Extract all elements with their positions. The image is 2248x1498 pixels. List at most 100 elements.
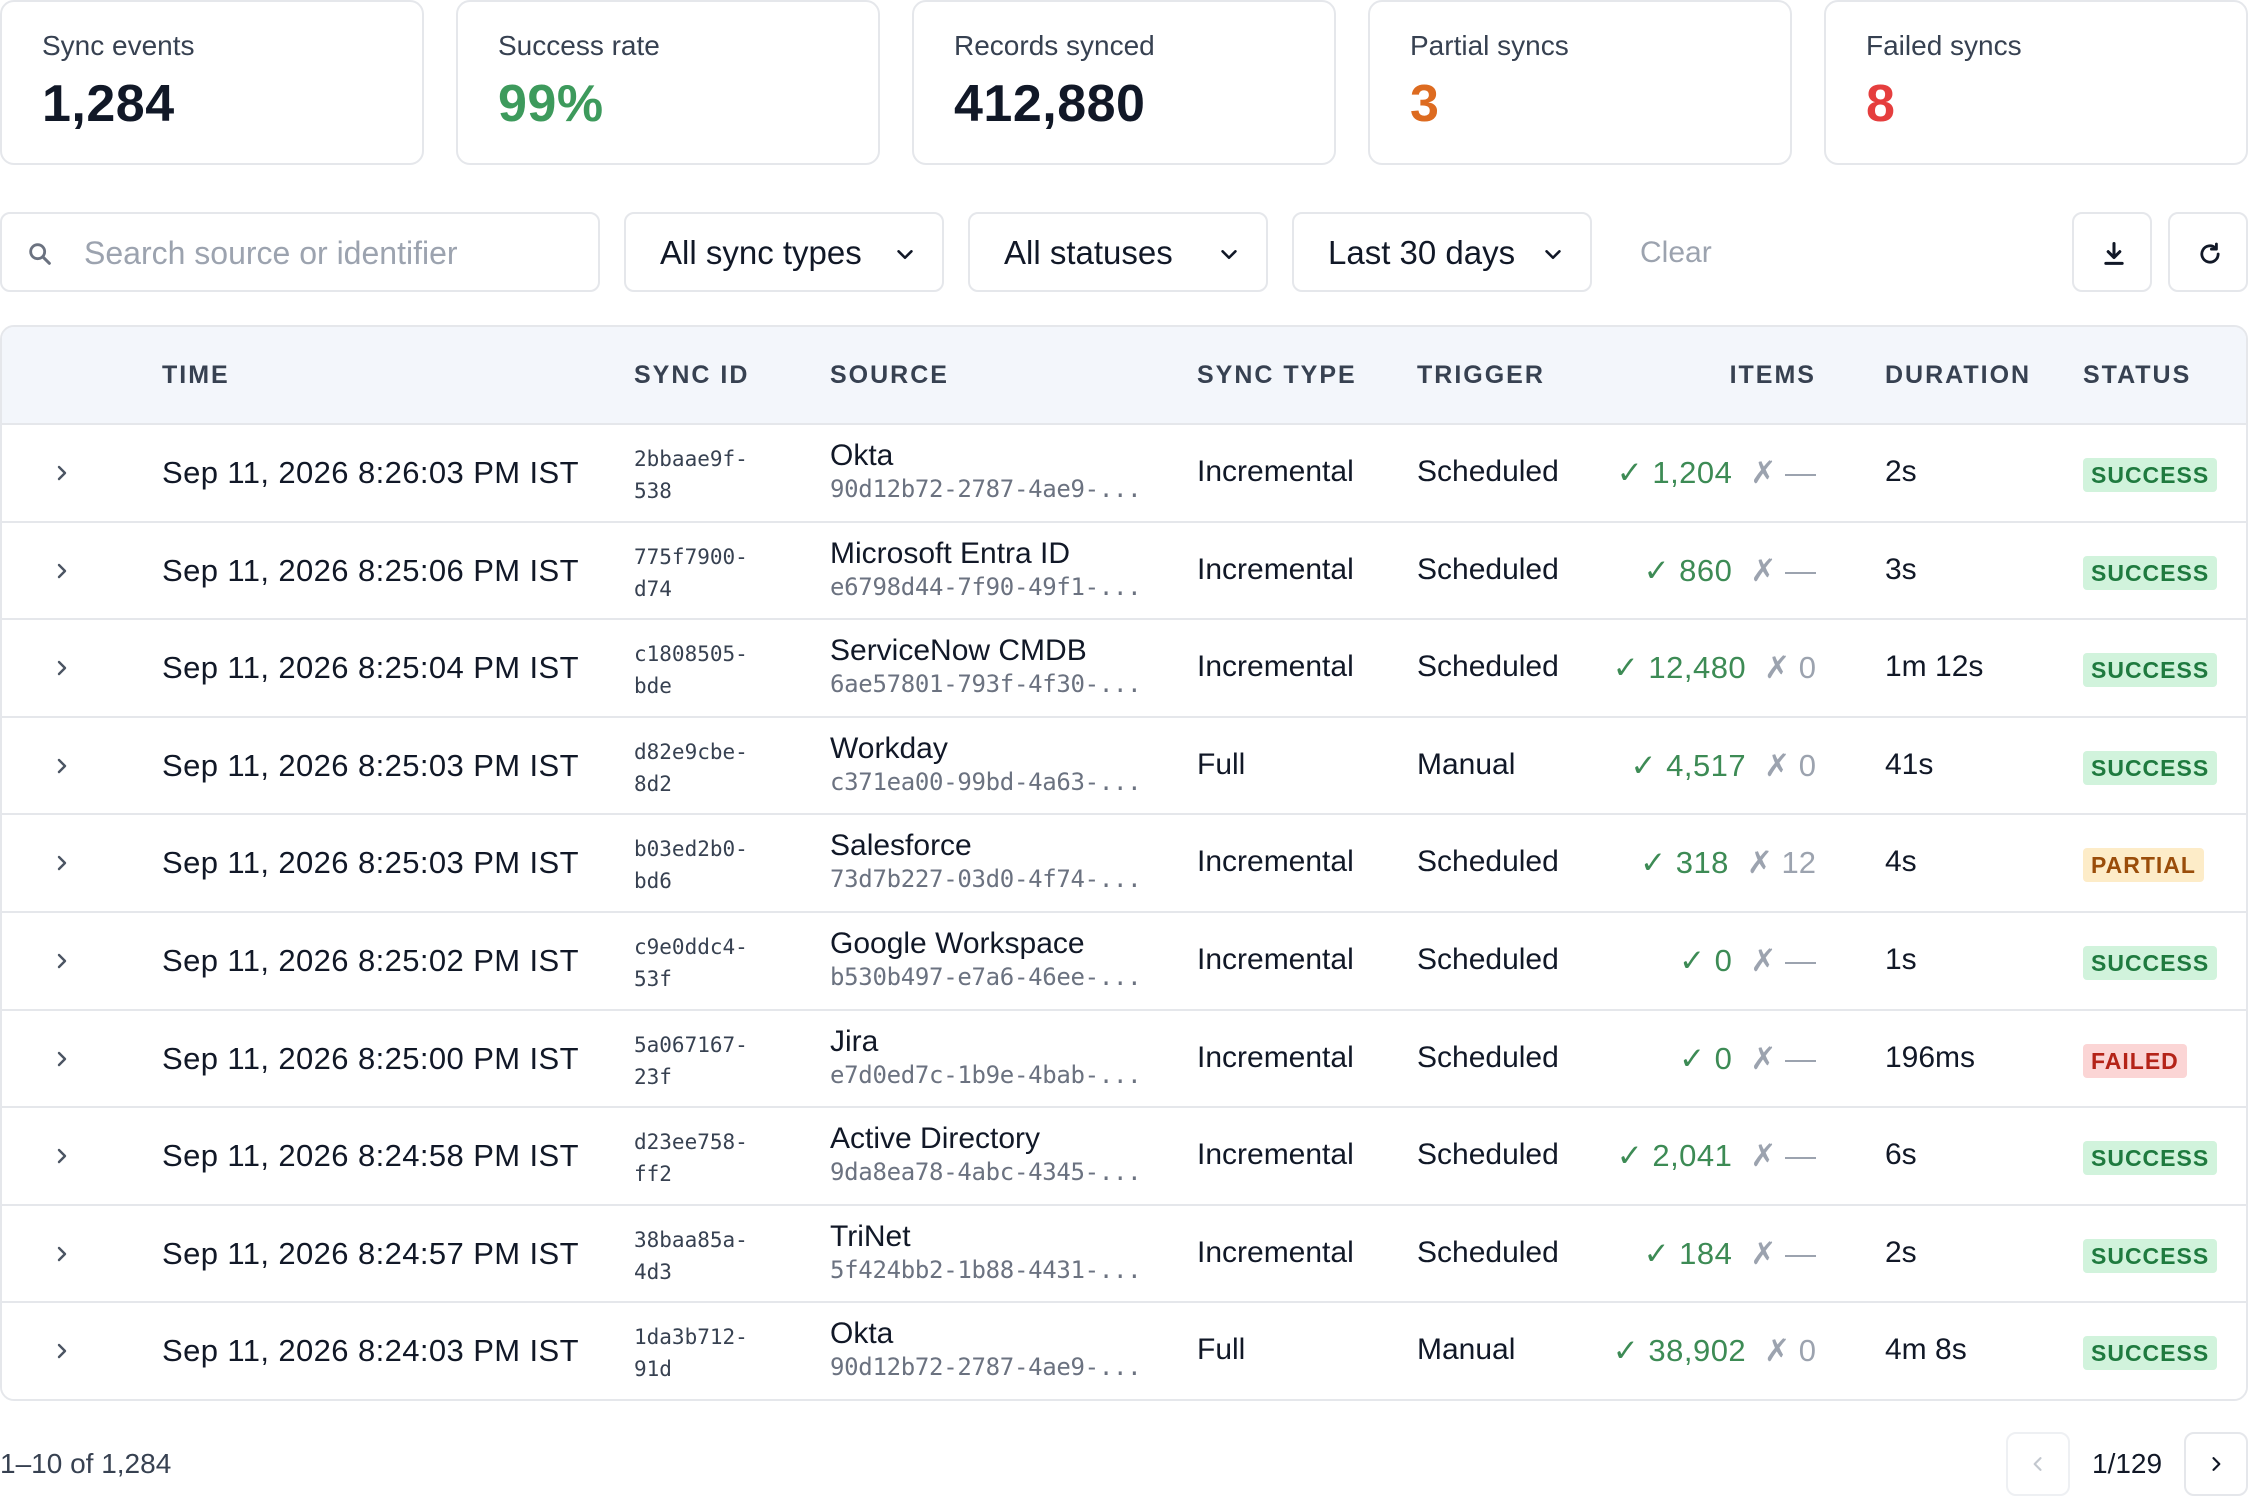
chevron-right-icon[interactable] (50, 1047, 74, 1071)
table-row[interactable]: Sep 11, 2026 8:25:06 PM IST 775f7900- d74 M… (2, 522, 2246, 621)
items-failed: ✗ — (1750, 455, 1816, 490)
download-button[interactable] (2072, 212, 2152, 292)
chevron-right-icon[interactable] (50, 559, 74, 583)
table-row[interactable]: Sep 11, 2026 8:25:00 PM IST 5a067167- 23f J… (2, 1010, 2246, 1109)
items-count: ✓ 38,902 ✗ 0 (1613, 1333, 1816, 1369)
sync-time: Sep 11, 2026 8:26:03 PM IST (162, 455, 579, 490)
column-header-status[interactable]: STATUS (2083, 361, 2192, 389)
sync-id-part: 538 (634, 479, 672, 503)
column-header-sync-id[interactable]: SYNC ID (634, 361, 750, 389)
column-header-source[interactable]: SOURCE (830, 361, 949, 389)
page-indicator: 1/129 (2092, 1448, 2163, 1479)
items-count: ✓ 2,041 ✗ — (1617, 1138, 1816, 1174)
table-row[interactable]: Sep 11, 2026 8:25:02 PM IST c9e0ddc4- 53f G… (2, 913, 2246, 1011)
status-badge: SUCCESS (2083, 1141, 2218, 1176)
chevron-right-icon[interactable] (50, 461, 74, 485)
sync-id: 2bbaae9f- 538 (634, 443, 774, 507)
sync-type: Incremental (1197, 1040, 1354, 1074)
source-name: Active Directory (830, 1122, 1041, 1156)
sync-id-part: bd6 (634, 869, 672, 894)
items-failed: ✗ — (1750, 943, 1816, 978)
sync-id-part: 5a067167- (634, 1032, 748, 1057)
chevron-down-icon (1221, 250, 1237, 260)
sync-id-part: 91d (634, 1357, 672, 1382)
table-row[interactable]: Sep 11, 2026 8:26:03 PM IST 2bbaae9f- 538 O… (2, 425, 2246, 523)
column-header-items[interactable]: ITEMS (1729, 361, 1816, 389)
chevron-right-icon[interactable] (50, 656, 74, 680)
sync-id: 5a067167- 23f (634, 1029, 774, 1093)
source-name: Jira (830, 1024, 879, 1058)
chevron-right-icon[interactable] (50, 1339, 74, 1363)
table-row[interactable]: Sep 11, 2026 8:25:04 PM IST c1808505- bde S… (2, 620, 2246, 718)
items-failed: ✗ 0 (1764, 1333, 1816, 1369)
stat-value: 1,284 (42, 75, 175, 133)
sync-type: Incremental (1197, 650, 1354, 684)
source-name: Workday (830, 731, 948, 765)
items-count: ✓ 860 ✗ — (1644, 553, 1816, 589)
source-identifier: 6ae57801-793f-4f30-... (830, 670, 1142, 699)
chevron-right-icon[interactable] (50, 949, 74, 973)
sync-type-dropdown[interactable]: All sync types (624, 212, 944, 292)
source-name: ServiceNow CMDB (830, 634, 1087, 668)
sync-time: Sep 11, 2026 8:25:06 PM IST (162, 552, 579, 588)
items-count: ✓ 4,517 ✗ 0 (1631, 748, 1817, 784)
sync-id-part: 38baa85a- (634, 1227, 748, 1252)
sync-trigger: Manual (1417, 747, 1516, 781)
status-badge: SUCCESS (2083, 946, 2218, 980)
table-row[interactable]: Sep 11, 2026 8:25:03 PM IST d82e9cbe- 8d2 W… (2, 717, 2246, 816)
chevron-right-icon[interactable] (50, 1144, 74, 1168)
previous-page-button[interactable] (2006, 1432, 2070, 1496)
refresh-button[interactable] (2168, 212, 2248, 292)
sync-trigger: Manual (1417, 1333, 1516, 1367)
sync-id-part: 8d2 (634, 771, 672, 796)
status-badge: SUCCESS (2083, 653, 2218, 688)
sync-type: Incremental (1197, 1235, 1354, 1269)
table-row[interactable]: Sep 11, 2026 8:25:03 PM IST b03ed2b0- bd6 S… (2, 815, 2246, 913)
sync-id-part: bde (634, 674, 672, 699)
table-row[interactable]: Sep 11, 2026 8:24:58 PM IST d23ee758- ff2 A… (2, 1108, 2246, 1206)
chevron-right-icon[interactable] (50, 851, 74, 875)
sync-time: Sep 11, 2026 8:25:00 PM IST (162, 1040, 579, 1076)
search-input[interactable] (82, 228, 582, 278)
chevron-right-icon[interactable] (50, 1242, 74, 1266)
table-row[interactable]: Sep 11, 2026 8:24:57 PM IST 38baa85a- 4d3 T… (2, 1205, 2246, 1304)
sync-trigger: Scheduled (1417, 552, 1559, 586)
sync-id: 38baa85a- 4d3 (634, 1224, 774, 1288)
next-page-button[interactable] (2184, 1432, 2248, 1496)
filter-toolbar: All sync types All statuses Last 30 days… (0, 212, 2248, 294)
items-succeeded: ✓ 2,041 (1616, 1138, 1733, 1174)
items-succeeded: ✓ 860 (1643, 552, 1733, 588)
table-row[interactable]: Sep 11, 2026 8:24:03 PM IST 1da3b712- 91d O… (2, 1303, 2246, 1399)
sync-duration: 4m 8s (1885, 1333, 1967, 1367)
sync-time: Sep 11, 2026 8:24:57 PM IST (162, 1235, 579, 1271)
pagination-bar: 1–10 of 1,284 1/129 (0, 1432, 2248, 1498)
sync-duration: 196ms (1885, 1040, 1976, 1074)
chevron-down-icon (1545, 250, 1561, 260)
column-header-trigger[interactable]: TRIGGER (1417, 361, 1545, 389)
table-header: TIME SYNC ID SOURCE SYNC TYPE TRIGGER IT… (2, 327, 2246, 425)
status-dropdown[interactable]: All statuses (968, 212, 1268, 292)
items-succeeded: ✓ 12,480 (1612, 650, 1747, 686)
sync-duration: 1s (1885, 943, 1917, 976)
search-box[interactable] (0, 212, 600, 292)
source-identifier: e7d0ed7c-1b9e-4bab-... (830, 1060, 1142, 1089)
date-range-dropdown[interactable]: Last 30 days (1292, 212, 1592, 292)
column-header-sync-type[interactable]: SYNC TYPE (1197, 361, 1357, 389)
sync-id: 775f7900- d74 (634, 541, 774, 605)
status-dropdown-label: All statuses (1004, 234, 1173, 271)
source-identifier: 73d7b227-03d0-4f74-... (830, 865, 1142, 894)
sync-time: Sep 11, 2026 8:25:03 PM IST (162, 747, 579, 783)
stat-card-partial-syncs: Partial syncs 3 (1368, 0, 1792, 165)
chevron-right-icon[interactable] (50, 754, 74, 778)
sync-duration: 2s (1885, 455, 1917, 488)
sync-duration: 41s (1885, 747, 1934, 781)
clear-filters-button[interactable]: Clear (1640, 236, 1712, 269)
sync-events-table: TIME SYNC ID SOURCE SYNC TYPE TRIGGER IT… (0, 325, 2248, 1401)
source-identifier: e6798d44-7f90-49f1-... (830, 572, 1142, 601)
chevron-down-icon (897, 250, 913, 260)
column-header-duration[interactable]: DURATION (1885, 361, 2032, 389)
items-failed: ✗ — (1750, 1040, 1816, 1076)
column-header-time[interactable]: TIME (162, 361, 230, 389)
items-failed: ✗ — (1750, 1138, 1816, 1174)
stat-value: 412,880 (954, 75, 1146, 133)
